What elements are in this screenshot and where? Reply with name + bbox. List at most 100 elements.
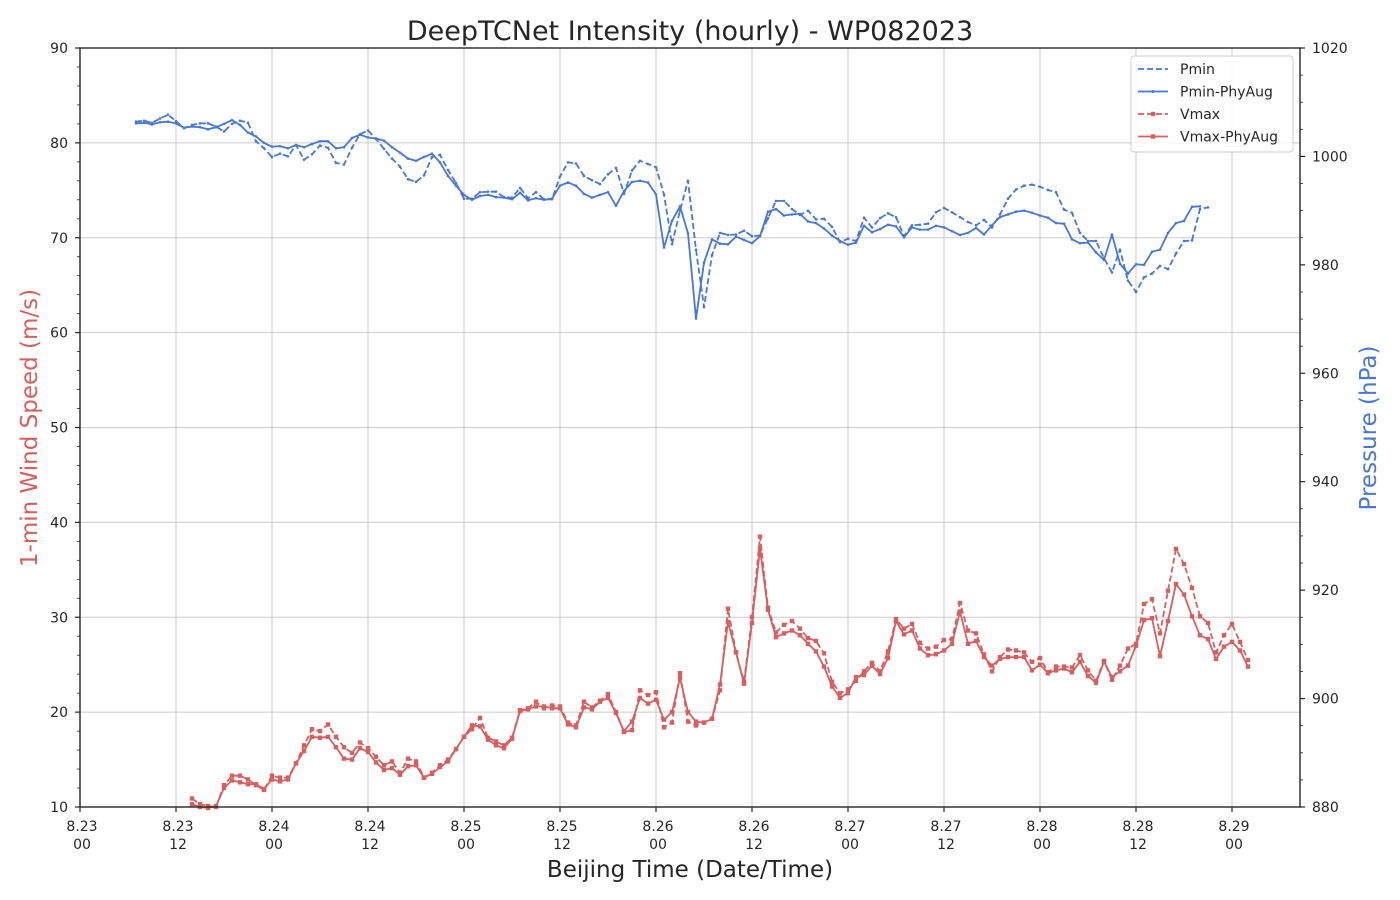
- data-point-vmax-phyaug: [533, 704, 539, 709]
- data-point-vmax: [1053, 664, 1059, 669]
- data-point-vmax-phyaug: [733, 650, 739, 655]
- y-left-tick-label: 60: [50, 326, 68, 342]
- data-point-pmin: [1174, 252, 1178, 255]
- data-point-vmax-phyaug: [509, 736, 515, 741]
- data-point-pmin-phyaug: [814, 221, 818, 225]
- data-point-pmin: [662, 193, 666, 196]
- data-point-pmin: [278, 152, 282, 156]
- data-point-vmax: [1205, 620, 1211, 626]
- data-point-pmin-phyaug: [398, 151, 402, 154]
- data-point-pmin-phyaug: [1094, 251, 1098, 254]
- x-tick-label-hour: 00: [1225, 837, 1243, 853]
- data-point-pmin: [398, 165, 402, 169]
- data-point-vmax: [245, 777, 251, 782]
- data-point-pmin: [982, 218, 986, 222]
- y-right-tick-label: 920: [1312, 583, 1339, 599]
- data-point-pmin: [934, 210, 938, 214]
- data-point-pmin: [886, 212, 890, 215]
- data-point-vmax-phyaug: [541, 704, 547, 709]
- data-point-vmax-phyaug: [925, 653, 931, 658]
- data-point-pmin-phyaug: [1022, 209, 1026, 212]
- x-tick-label-date: 8.26: [642, 819, 673, 835]
- data-point-vmax-phyaug: [1181, 592, 1187, 597]
- data-point-pmin: [790, 207, 794, 211]
- data-point-pmin: [406, 177, 410, 181]
- data-point-pmin-phyaug: [182, 126, 186, 129]
- data-point-vmax-phyaug: [405, 764, 411, 769]
- data-point-vmax: [669, 720, 675, 725]
- y-left-tick-label: 10: [50, 800, 68, 816]
- data-point-vmax-phyaug: [741, 681, 747, 686]
- data-point-pmin: [518, 186, 522, 190]
- data-point-pmin: [574, 162, 578, 165]
- x-tick-label-date: 8.24: [354, 819, 385, 835]
- data-point-pmin-phyaug: [342, 145, 346, 149]
- y-left-tick-label: 80: [50, 136, 68, 152]
- data-point-pmin-phyaug: [974, 226, 978, 230]
- data-point-pmin: [350, 146, 354, 150]
- data-point-pmin: [1110, 271, 1114, 274]
- data-point-pmin: [598, 182, 602, 186]
- data-point-pmin-phyaug: [894, 225, 898, 228]
- data-point-vmax: [821, 651, 827, 656]
- data-point-vmax-phyaug: [949, 641, 955, 647]
- data-point-pmin-phyaug: [1054, 221, 1058, 225]
- data-point-vmax-phyaug: [989, 663, 995, 668]
- data-point-vmax-phyaug: [237, 780, 243, 785]
- data-point-pmin: [1014, 188, 1018, 191]
- data-point-vmax-phyaug: [349, 757, 355, 762]
- x-tick-label-hour: 00: [841, 837, 859, 853]
- data-point-vmax-phyaug: [1149, 615, 1155, 621]
- data-point-vmax: [1021, 650, 1027, 655]
- data-point-vmax: [1077, 653, 1083, 658]
- data-point-vmax: [309, 727, 315, 732]
- data-point-pmin: [366, 129, 370, 132]
- data-point-pmin-phyaug: [710, 238, 714, 241]
- data-point-pmin-phyaug: [606, 190, 610, 194]
- data-point-pmin-phyaug: [326, 139, 330, 143]
- data-point-vmax-phyaug: [909, 628, 915, 633]
- data-point-pmin-phyaug: [270, 145, 274, 148]
- data-point-vmax: [901, 626, 907, 631]
- y-axis-left-label: 1-min Wind Speed (m/s): [17, 289, 43, 567]
- data-point-pmin-phyaug: [1006, 213, 1010, 216]
- data-point-pmin: [694, 248, 698, 251]
- data-point-vmax-phyaug: [885, 655, 891, 661]
- data-point-pmin-phyaug: [262, 141, 266, 145]
- data-point-pmin: [590, 178, 594, 182]
- data-point-pmin-phyaug: [318, 139, 322, 143]
- data-point-vmax-phyaug: [389, 765, 395, 771]
- x-tick-label-hour: 00: [265, 837, 283, 853]
- data-point-pmin-phyaug: [590, 196, 594, 199]
- data-point-vmax: [933, 644, 939, 649]
- data-point-vmax: [717, 688, 723, 693]
- data-point-pmin: [1006, 197, 1010, 201]
- data-point-vmax-phyaug: [373, 760, 379, 765]
- data-point-vmax-phyaug: [557, 706, 563, 711]
- x-tick-label-date: 8.27: [930, 819, 961, 835]
- x-tick-label-hour: 12: [169, 837, 187, 853]
- data-point-vmax: [469, 727, 475, 732]
- data-point-pmin-phyaug: [654, 193, 658, 196]
- data-point-pmin: [222, 130, 226, 133]
- data-point-vmax: [773, 630, 779, 635]
- data-point-vmax: [1141, 601, 1147, 607]
- data-point-pmin: [230, 122, 234, 126]
- data-point-pmin-phyaug: [550, 197, 554, 201]
- data-point-pmin-phyaug: [350, 136, 354, 140]
- data-point-pmin-phyaug: [622, 189, 626, 193]
- x-axis-label: Beijing Time (Date/Time): [547, 857, 833, 883]
- data-point-vmax: [1229, 621, 1235, 627]
- data-point-vmax-phyaug: [877, 671, 883, 677]
- legend-marker: [1151, 90, 1155, 93]
- data-point-pmin: [1022, 184, 1026, 188]
- data-point-pmin: [926, 222, 930, 225]
- data-point-vmax: [805, 635, 811, 641]
- data-point-vmax: [661, 725, 667, 730]
- data-point-vmax-phyaug: [213, 803, 219, 809]
- y-right-tick-label: 900: [1312, 692, 1339, 708]
- data-point-pmin: [566, 161, 570, 164]
- data-point-vmax-phyaug: [1125, 663, 1131, 668]
- data-point-pmin-phyaug: [806, 220, 810, 223]
- data-point-pmin-phyaug: [1198, 205, 1202, 208]
